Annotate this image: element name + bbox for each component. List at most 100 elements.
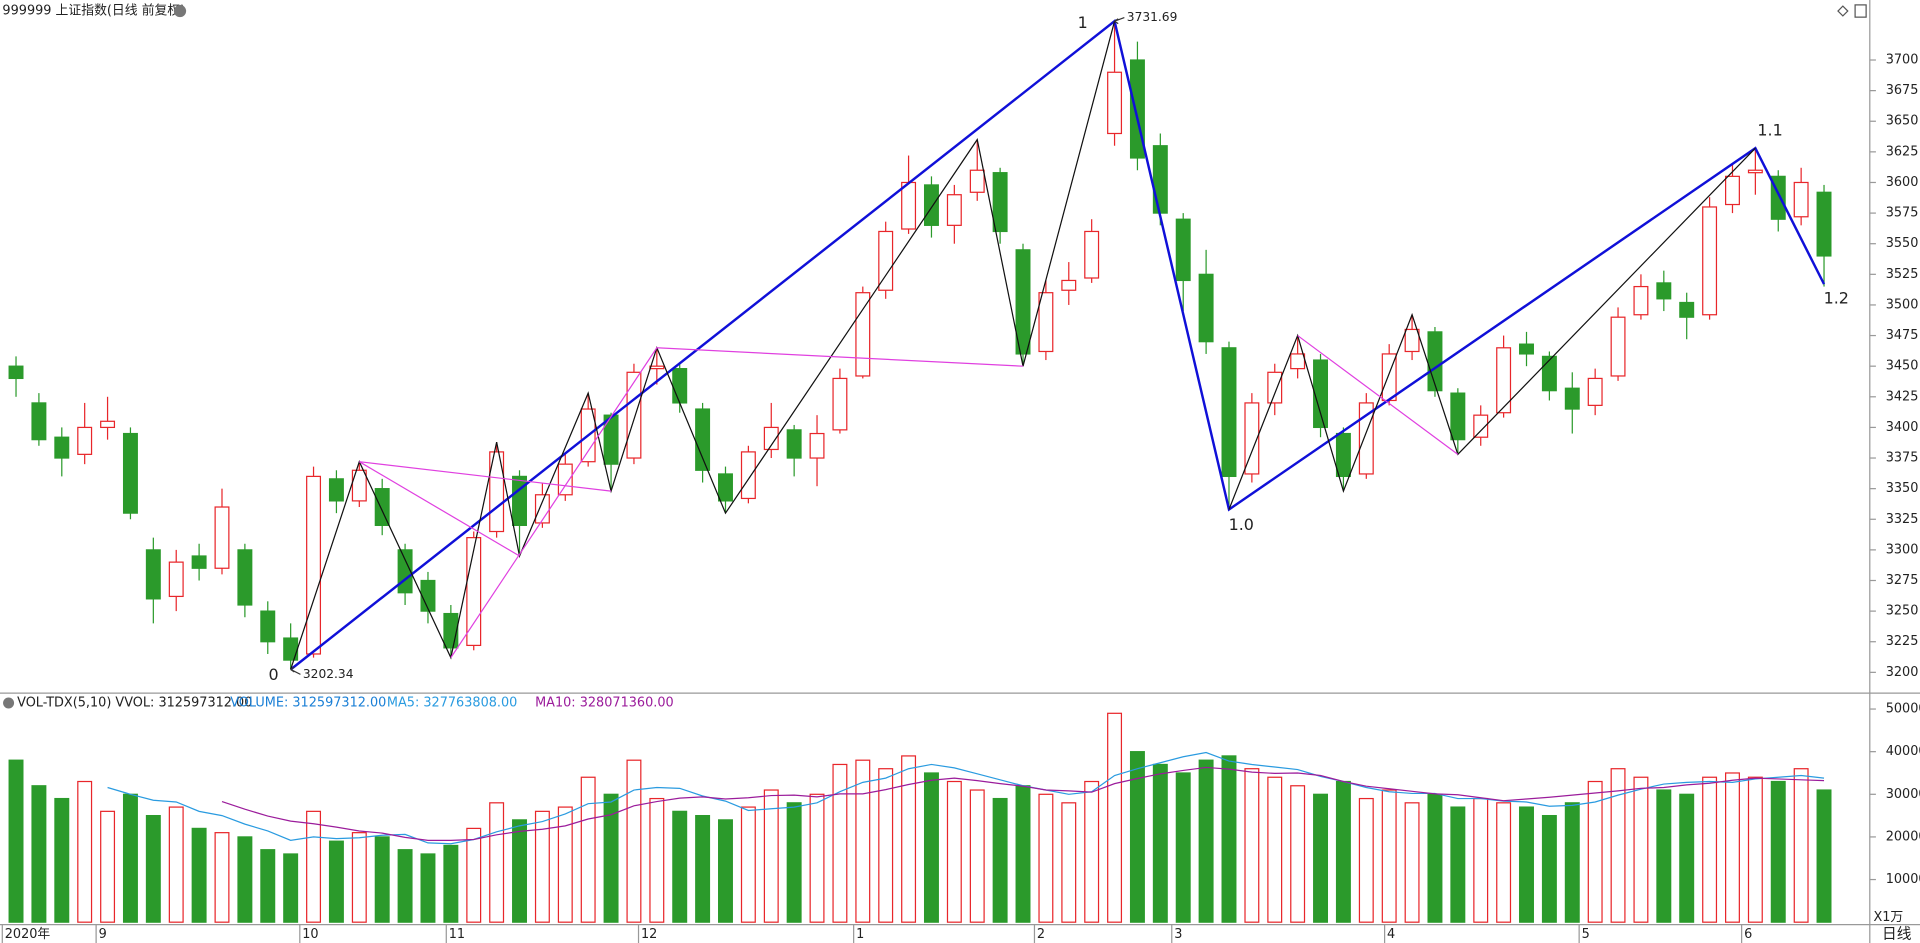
volume-bar [740,806,756,923]
indicator-icon[interactable] [3,697,15,709]
x-tick-label: 12 [641,927,657,942]
volume-bar [328,840,344,923]
unit-label: X1万 [1873,910,1903,925]
volume-bar [1313,793,1329,923]
wave-label: 1.1 [1757,121,1782,140]
candle-body [1335,432,1351,478]
volume-bar [763,789,779,923]
x-tick-label: 4 [1387,927,1395,942]
candle-body [77,426,93,455]
y-tick-label: 3575 [1886,206,1919,221]
candle-body [1541,355,1557,392]
extreme-arrow [290,666,301,675]
candle-body [1152,145,1168,214]
volume-bar [1061,802,1077,923]
volume-bar [855,759,871,923]
volume-bar [1450,806,1466,923]
candle-body [763,426,779,451]
volume-bar [1221,755,1237,923]
window-icon[interactable] [1854,4,1867,18]
candle-body [1175,218,1191,282]
candle-body [1061,279,1077,291]
extreme-label: 3202.34 [303,667,354,681]
volume-bar [626,759,642,923]
candle-body [1084,230,1100,279]
y-tick-label: 3675 [1886,83,1919,98]
candle-body [1107,71,1123,135]
candle-body [191,555,207,569]
volume-bar [603,793,619,923]
candle-body [1633,285,1649,316]
candle-body [649,365,665,370]
x-tick-label: 2 [1037,927,1045,942]
volume-bar [1038,793,1054,923]
legend-entry: VOLUME: 312597312.00 [230,695,386,710]
volume-bar [145,814,161,923]
menu-icon[interactable] [173,4,187,18]
volume-bar [100,810,116,923]
candle-body [809,432,825,459]
candle-body [672,368,688,404]
y-tick-label: 3550 [1886,236,1919,251]
volume-bar [832,763,848,923]
candle-body [420,579,436,612]
candle-body [1450,392,1466,441]
diamond-icon[interactable] [1837,5,1849,17]
volume-bar [1107,712,1123,923]
candle-body [1038,292,1054,353]
candle-body [1290,353,1306,370]
wave-line [1297,335,1459,455]
volume-bar [580,776,596,923]
volume-bar [1564,802,1580,923]
y-tick-label: 3425 [1886,389,1919,404]
volume-bar [969,789,985,923]
volume-bar [420,853,436,923]
volume-bar [1381,789,1397,923]
y-tick-label: 3300 [1886,542,1919,557]
y-tick-label: 3350 [1886,481,1919,496]
y-tick-label: 3500 [1886,297,1919,312]
volume-bar [77,780,93,923]
volume-bar [901,755,917,923]
volume-bar [534,810,550,923]
candle-body [145,549,161,600]
period-tab[interactable]: 日线 [1882,925,1912,942]
legend-entry: MA10: 328071360.00 [535,695,674,710]
y-tick-label: 10000 [1886,872,1920,887]
candle-body [786,429,802,459]
candle-body [1473,414,1489,438]
volume-bar [466,827,482,923]
volume-bar [443,844,459,923]
candle-body [557,463,573,496]
wave-line [359,461,520,557]
volume-bar [1198,759,1214,923]
y-tick-label: 3400 [1886,420,1919,435]
volume-bar [1587,780,1603,923]
volume-bar [54,797,70,923]
volume-bar [168,806,184,923]
candle-body [1496,347,1512,414]
volume-bar [351,832,367,923]
volume-bar [1656,789,1672,923]
volume-bar [1541,814,1557,923]
volume-bar [695,814,711,923]
candle-body [718,473,733,502]
candle-body [31,402,47,441]
candle-body [512,475,527,526]
candle-body [855,292,871,377]
volume-bar [283,853,299,923]
extreme-arrow [1114,16,1125,25]
candle-body [1656,282,1672,300]
wave-line [290,21,1116,670]
volume-bar [1427,793,1443,923]
volume-bar [786,802,802,923]
candle-body [832,377,848,431]
y-tick-label: 3650 [1886,114,1919,129]
volume-bar [1793,768,1809,923]
volume-bar [1610,768,1626,923]
candle-body [1679,301,1695,318]
candle-body [237,549,253,606]
candle-body [1198,273,1214,343]
volume-bar [1770,780,1786,923]
